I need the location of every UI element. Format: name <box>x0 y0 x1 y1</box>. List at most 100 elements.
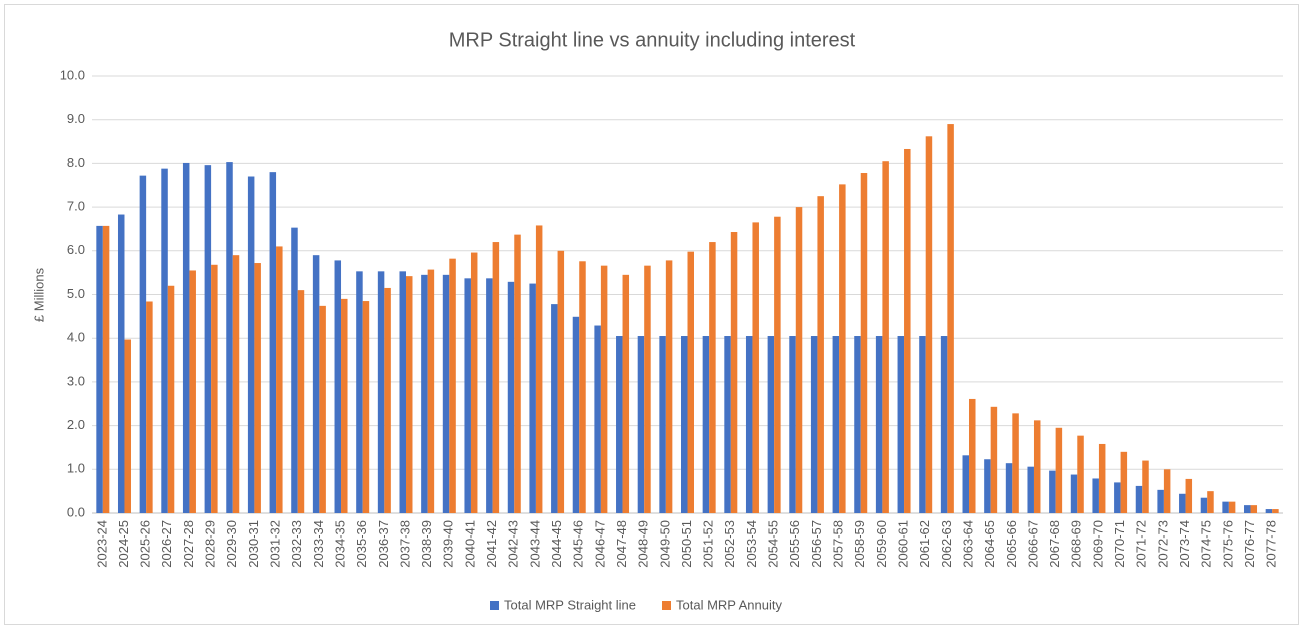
bar <box>269 172 277 513</box>
bar <box>644 265 651 513</box>
x-tick-label: 2064-65 <box>982 520 997 568</box>
x-tick-label: 2025-26 <box>138 520 153 568</box>
bar <box>1244 505 1251 513</box>
bar <box>182 162 190 513</box>
bar <box>882 161 889 513</box>
chart-border <box>4 4 1299 625</box>
x-tick-label: 2071-72 <box>1134 520 1149 568</box>
bar <box>1207 491 1214 513</box>
y-tick-label: 3.0 <box>67 373 85 388</box>
x-tick-label: 2040-41 <box>462 520 477 568</box>
bar <box>854 336 861 513</box>
bar <box>442 274 450 513</box>
y-tick-label: 9.0 <box>67 111 85 126</box>
bar <box>665 260 673 513</box>
x-tick-label: 2035-36 <box>354 520 369 568</box>
x-tick-label: 2026-27 <box>159 520 174 568</box>
bar <box>117 214 125 514</box>
bar <box>319 305 326 513</box>
bar <box>377 271 385 513</box>
bar <box>1157 489 1164 513</box>
x-tick-label: 2046-47 <box>592 520 607 568</box>
bar <box>247 176 255 513</box>
x-tick-label: 2024-25 <box>116 520 131 568</box>
bar <box>810 336 818 513</box>
bar <box>962 455 970 513</box>
bar <box>616 336 623 513</box>
bar <box>817 196 824 514</box>
bar <box>925 136 933 513</box>
bar <box>904 148 911 513</box>
bar <box>984 459 991 513</box>
x-tick-label: 2058-59 <box>852 520 867 568</box>
x-tick-label: 2077-78 <box>1264 520 1279 568</box>
bar <box>291 227 298 513</box>
x-tick-label: 2029-30 <box>224 520 239 568</box>
x-tick-label: 2050-51 <box>679 520 694 568</box>
x-tick-label: 2068-69 <box>1069 520 1084 568</box>
bar <box>464 278 471 513</box>
x-tick-label: 2067-68 <box>1047 520 1062 568</box>
x-tick-label: 2072-73 <box>1155 520 1170 568</box>
x-tick-label: 2031-32 <box>268 520 283 568</box>
y-tick-label: 8.0 <box>67 155 85 170</box>
x-tick-label: 2030-31 <box>246 520 261 568</box>
bar <box>767 336 775 513</box>
bar <box>897 336 905 513</box>
bar <box>470 252 478 513</box>
x-tick-label: 2028-29 <box>203 520 218 568</box>
chart-title: MRP Straight line vs annuity including i… <box>449 29 856 51</box>
bar <box>421 274 428 513</box>
x-tick-label: 2054-55 <box>766 520 781 568</box>
bar <box>681 336 688 513</box>
x-tick-label: 2042-43 <box>506 520 521 568</box>
bar <box>362 301 370 513</box>
x-tick-label: 2044-45 <box>549 520 564 568</box>
legend-swatch <box>662 601 671 610</box>
bar <box>167 285 175 513</box>
x-tick-label: 2069-70 <box>1090 520 1105 568</box>
bar <box>1114 482 1121 513</box>
y-tick-label: 2.0 <box>67 417 85 432</box>
bar <box>204 165 212 513</box>
bar <box>405 276 413 513</box>
bar <box>579 261 586 513</box>
y-tick-label: 1.0 <box>67 461 85 476</box>
bar <box>1179 493 1186 513</box>
y-axis-title: £ Millions <box>31 267 46 322</box>
bar <box>427 269 435 513</box>
bar <box>1033 420 1041 513</box>
bar <box>637 336 645 513</box>
bar <box>1272 509 1279 513</box>
bar <box>730 232 738 513</box>
bar <box>139 175 147 514</box>
x-tick-label: 2053-54 <box>744 520 759 568</box>
x-tick-label: 2033-34 <box>311 520 326 568</box>
x-tick-label: 2061-62 <box>917 520 932 568</box>
y-tick-label: 4.0 <box>67 330 85 345</box>
bar <box>947 124 954 513</box>
x-tick-label: 2055-56 <box>787 520 802 568</box>
bar <box>919 336 926 513</box>
bar <box>146 301 153 513</box>
bar <box>1135 485 1143 513</box>
bar <box>226 162 233 514</box>
bar <box>659 336 666 513</box>
x-tick-label: 2043-44 <box>527 520 542 568</box>
bar <box>1228 501 1236 513</box>
bar <box>940 336 948 513</box>
bar <box>1049 470 1056 513</box>
bar <box>1222 501 1229 513</box>
bar <box>384 287 391 513</box>
bar <box>1005 463 1013 513</box>
bar <box>356 271 363 513</box>
x-tick-label: 2041-42 <box>484 520 499 568</box>
bar <box>860 173 868 513</box>
y-tick-label: 5.0 <box>67 286 85 301</box>
bar <box>1012 413 1019 513</box>
x-tick-label: 2038-39 <box>419 520 434 568</box>
bar <box>1250 505 1258 513</box>
x-tick-label: 2065-66 <box>1004 520 1019 568</box>
x-tick-label: 2037-38 <box>397 520 412 568</box>
legend-label: Total MRP Straight line <box>504 597 636 612</box>
